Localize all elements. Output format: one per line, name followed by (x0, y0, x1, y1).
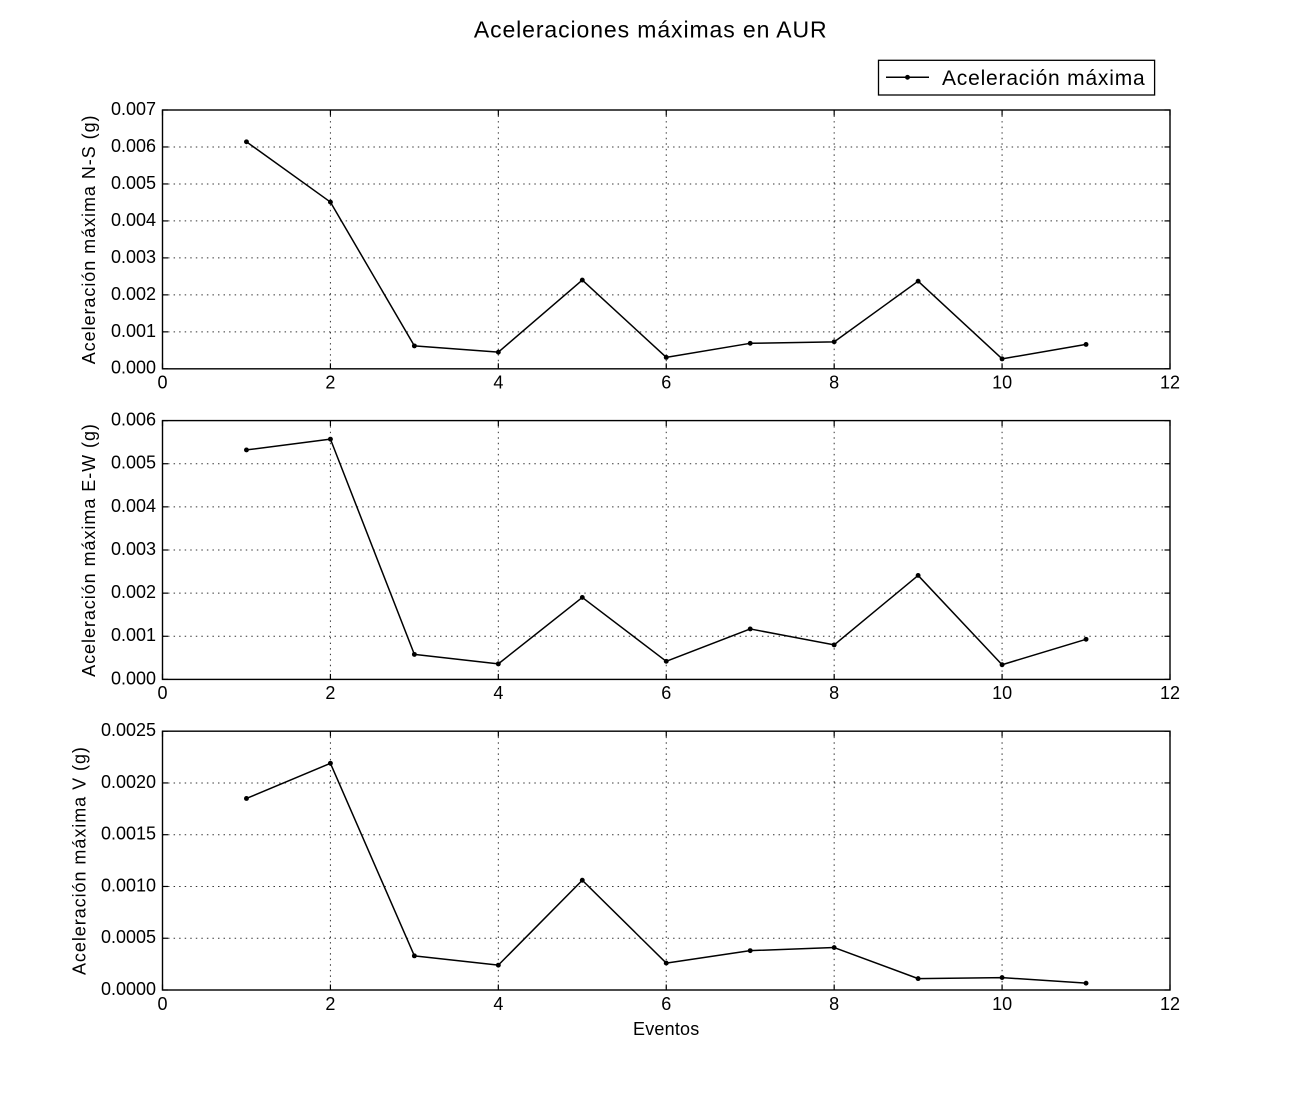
svg-text:0: 0 (157, 683, 167, 703)
svg-text:0.005: 0.005 (111, 173, 156, 193)
svg-text:0.004: 0.004 (111, 496, 156, 516)
svg-text:0.004: 0.004 (111, 210, 156, 230)
svg-text:12: 12 (1160, 683, 1180, 703)
svg-text:0.006: 0.006 (111, 409, 156, 429)
svg-text:0.005: 0.005 (111, 453, 156, 473)
svg-text:0.0015: 0.0015 (101, 824, 156, 844)
svg-text:10: 10 (992, 683, 1012, 703)
svg-text:Aceleración máxima: Aceleración máxima (942, 67, 1145, 90)
svg-text:0.0020: 0.0020 (101, 772, 156, 792)
svg-text:6: 6 (661, 373, 671, 393)
svg-text:0.0005: 0.0005 (101, 927, 156, 947)
svg-text:4: 4 (493, 683, 503, 703)
svg-text:0.001: 0.001 (111, 321, 156, 341)
svg-text:0.0025: 0.0025 (101, 720, 156, 740)
svg-text:Aceleración máxima V (g): Aceleración máxima V (g) (69, 746, 89, 975)
svg-text:2: 2 (325, 994, 335, 1014)
svg-text:8: 8 (829, 683, 839, 703)
svg-text:Aceleraciones máximas en AUR: Aceleraciones máximas en AUR (474, 17, 828, 43)
svg-text:0.003: 0.003 (111, 247, 156, 267)
svg-text:4: 4 (493, 994, 503, 1014)
svg-text:Aceleración máxima N-S (g): Aceleración máxima N-S (g) (79, 115, 99, 365)
svg-text:10: 10 (992, 994, 1012, 1014)
svg-text:0.002: 0.002 (111, 284, 156, 304)
svg-text:Aceleración máxima E-W (g): Aceleración máxima E-W (g) (79, 423, 99, 677)
svg-text:0.007: 0.007 (111, 99, 156, 119)
svg-text:0.006: 0.006 (111, 136, 156, 156)
svg-text:0: 0 (157, 373, 167, 393)
svg-text:0.0000: 0.0000 (101, 979, 156, 999)
svg-text:12: 12 (1160, 994, 1180, 1014)
svg-text:8: 8 (829, 994, 839, 1014)
svg-text:0.0010: 0.0010 (101, 875, 156, 895)
svg-text:0: 0 (157, 994, 167, 1014)
svg-text:2: 2 (325, 683, 335, 703)
svg-text:8: 8 (829, 373, 839, 393)
svg-text:0.002: 0.002 (111, 582, 156, 602)
svg-text:6: 6 (661, 683, 671, 703)
svg-text:0.000: 0.000 (111, 668, 156, 688)
svg-text:0.001: 0.001 (111, 625, 156, 645)
svg-text:0.000: 0.000 (111, 358, 156, 378)
svg-text:2: 2 (325, 373, 335, 393)
svg-text:6: 6 (661, 994, 671, 1014)
svg-text:4: 4 (493, 373, 503, 393)
svg-text:10: 10 (992, 373, 1012, 393)
svg-text:Eventos: Eventos (633, 1019, 699, 1039)
svg-text:0.003: 0.003 (111, 539, 156, 559)
svg-text:12: 12 (1160, 373, 1180, 393)
